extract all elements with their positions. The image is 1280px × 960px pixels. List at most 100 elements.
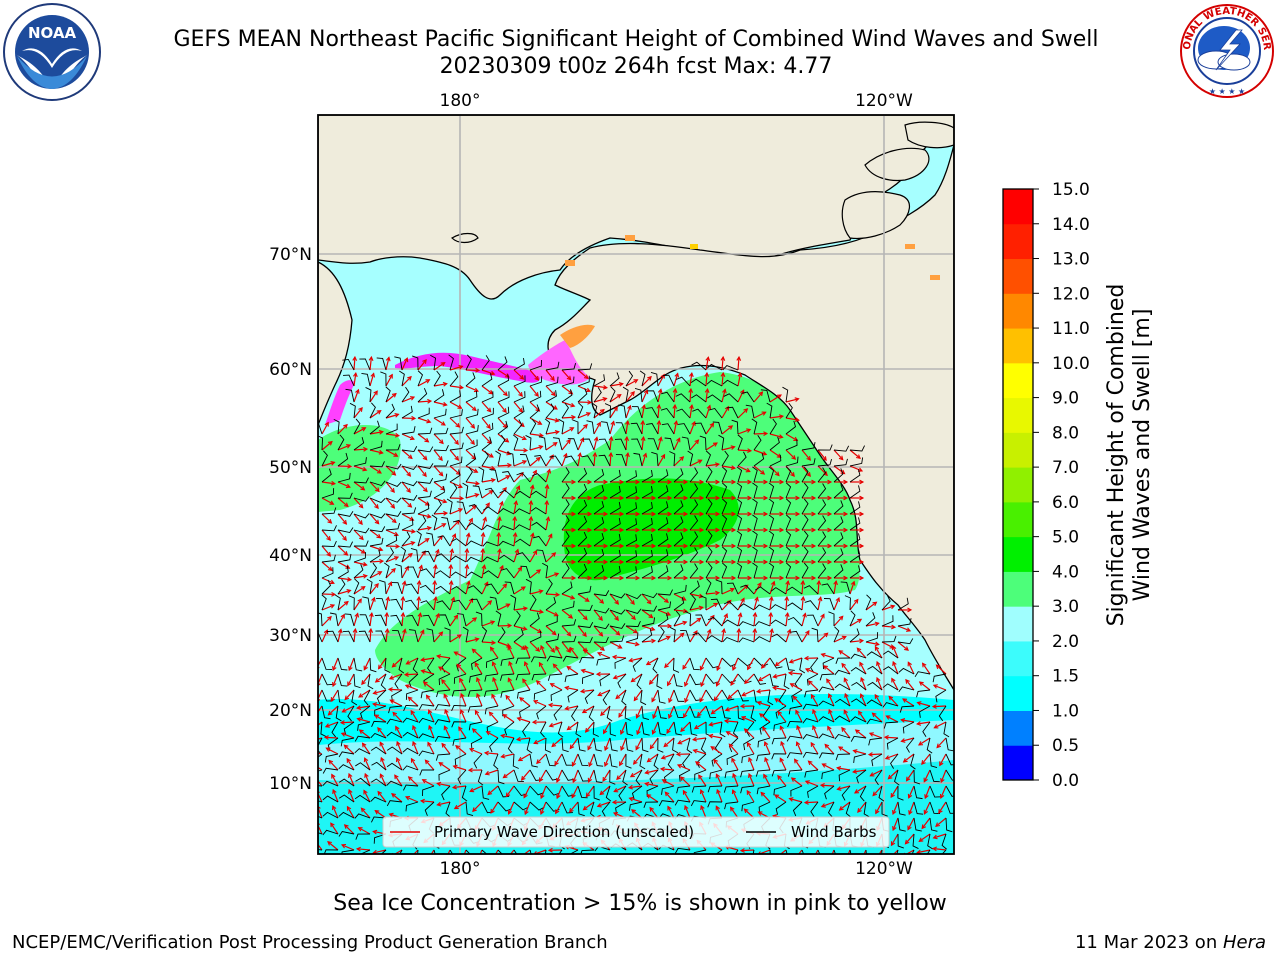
wind-barb — [849, 549, 861, 563]
colorbar-tick-label: 14.0 — [1052, 215, 1090, 235]
wave-direction-arrow — [689, 617, 701, 627]
wave-direction-arrow — [443, 725, 451, 739]
wind-barb — [513, 419, 523, 435]
wind-barb — [448, 354, 454, 371]
wave-direction-arrowhead — [603, 495, 609, 501]
wave-direction-arrow — [664, 791, 675, 803]
wave-direction-arrow — [673, 389, 677, 403]
wind-barb — [321, 579, 332, 595]
wave-direction-arrow — [876, 677, 883, 691]
wave-direction-arrowhead — [599, 408, 605, 414]
wave-direction-arrow — [753, 613, 756, 627]
wind-barb — [838, 769, 851, 782]
wave-direction-arrowhead — [644, 781, 650, 787]
wind-barb — [694, 769, 707, 781]
wave-direction-arrowhead — [515, 485, 521, 491]
wave-direction-arrow — [374, 810, 387, 819]
wave-direction-arrow — [555, 801, 563, 814]
wave-direction-arrow — [890, 785, 899, 798]
wind-barb — [592, 721, 599, 737]
wind-barb — [466, 522, 483, 531]
wave-direction-arrow — [849, 449, 861, 459]
wave-direction-arrowhead — [522, 460, 528, 465]
wind-barb — [785, 546, 792, 563]
wave-direction-arrowhead — [883, 735, 889, 740]
wave-direction-arrowhead — [577, 452, 583, 458]
wave-direction-arrowhead — [843, 527, 849, 533]
wind-barb — [561, 635, 577, 643]
wind-barb — [849, 565, 861, 579]
wave-direction-arrowhead — [400, 611, 406, 617]
wave-direction-arrowhead — [497, 548, 502, 554]
wave-direction-arrowhead — [756, 700, 762, 706]
wave-direction-arrowhead — [890, 793, 895, 799]
wave-direction-arrowhead — [806, 472, 811, 477]
wave-direction-arrowhead — [747, 527, 753, 533]
wind-barb — [338, 794, 355, 803]
wind-barb — [769, 418, 777, 435]
wave-direction-arrowhead — [332, 788, 337, 794]
wave-direction-arrow — [905, 679, 915, 691]
wind-barb — [673, 584, 687, 595]
wave-direction-arrow — [934, 721, 947, 729]
wave-direction-arrow — [521, 769, 531, 781]
wave-direction-arrowhead — [364, 772, 369, 778]
wind-barb — [821, 769, 835, 780]
wave-direction-arrow — [321, 513, 332, 524]
wave-direction-arrow — [940, 785, 947, 799]
wind-barb — [358, 630, 371, 643]
wind-barb — [593, 564, 605, 579]
wind-barb — [657, 589, 673, 596]
wave-direction-arrow — [385, 581, 392, 595]
wave-direction-arrow — [705, 389, 709, 403]
wave-direction-arrowhead — [852, 749, 858, 754]
wind-barb — [865, 612, 876, 627]
wind-barb — [802, 703, 819, 710]
wave-direction-arrow — [577, 453, 581, 467]
lat-label-70n: 70°N — [269, 245, 312, 265]
wave-direction-arrowhead — [850, 580, 856, 586]
wind-barb — [682, 753, 691, 769]
wave-direction-arrowhead — [587, 575, 593, 581]
wave-direction-arrow — [922, 662, 931, 675]
wind-barb — [801, 442, 816, 451]
colorbar-tick-label: 9.0 — [1052, 389, 1079, 409]
wind-barb — [673, 657, 680, 673]
wave-direction-arrow — [705, 592, 719, 595]
wave-direction-arrow — [785, 581, 789, 595]
wave-direction-arrowhead — [826, 678, 831, 684]
wind-barb — [536, 705, 547, 720]
wave-direction-arrow — [715, 806, 723, 819]
wave-direction-arrow — [823, 665, 835, 675]
wave-direction-arrowhead — [346, 805, 352, 811]
wind-barb — [705, 705, 717, 718]
wave-direction-arrow — [689, 606, 703, 611]
wind-barb — [593, 374, 606, 387]
wave-direction-arrow — [438, 762, 451, 771]
wind-barb — [890, 753, 899, 769]
wave-direction-arrowhead — [875, 809, 880, 815]
wind-barb — [593, 590, 610, 597]
wave-direction-arrow — [936, 737, 947, 748]
wave-direction-arrowhead — [583, 649, 588, 654]
wave-direction-arrow — [737, 584, 749, 595]
wave-direction-arrow — [465, 548, 468, 563]
wave-direction-arrow — [545, 572, 559, 579]
wind-barb — [401, 386, 410, 403]
wave-direction-arrowhead — [512, 531, 518, 538]
wave-direction-arrowhead — [939, 793, 945, 799]
wave-direction-arrowhead — [932, 834, 938, 840]
wave-direction-arrow — [892, 661, 899, 675]
wave-direction-arrow — [843, 677, 851, 691]
wave-direction-arrowhead — [389, 699, 395, 704]
wave-direction-arrowhead — [699, 511, 705, 517]
wave-direction-arrow — [577, 385, 591, 392]
wave-direction-arrowhead — [624, 435, 630, 441]
wave-direction-arrow — [433, 523, 446, 531]
wind-barb — [422, 614, 435, 627]
wave-direction-arrow — [513, 533, 517, 547]
wind-barb — [929, 785, 941, 798]
wave-direction-arrowhead — [683, 575, 689, 581]
wave-direction-arrowhead — [631, 809, 636, 814]
wind-barb — [609, 533, 621, 547]
